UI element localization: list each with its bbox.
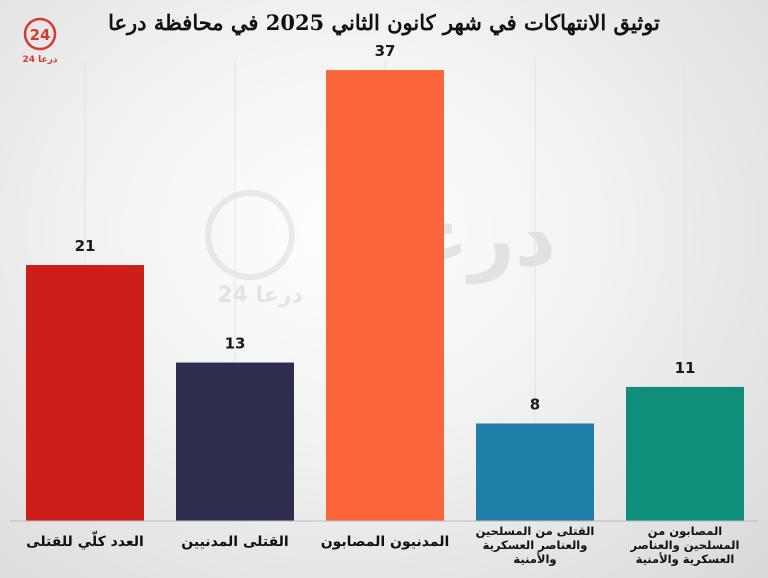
category-label-line: العسكرية والأمنية (636, 552, 735, 567)
watermark-subtext: درعا 24 (217, 283, 303, 308)
category-label-5: المصابون من المسلحين والعناصر العسكرية وال… (630, 524, 740, 567)
bar-4 (476, 423, 594, 521)
category-label-4: القتلى من المسلحين والعناصر العسكرية والأم… (476, 524, 595, 567)
category-label-line: والعناصر العسكرية (483, 538, 588, 553)
category-label-line: والأمنية (513, 552, 556, 567)
category-labels: العدد كلّي للقتلى القتلى المدنيين المدنيون… (26, 524, 739, 567)
chart-title: توثيق الانتهاكات في شهر كانون الثاني 202… (108, 10, 660, 36)
category-label-line: المصابون من (648, 524, 722, 539)
bar-5 (626, 386, 744, 521)
value-label-4: 8 (530, 395, 540, 413)
category-label-3: المدنيون المصابون (321, 534, 450, 550)
category-label-line: القتلى المدنيين (181, 534, 288, 550)
category-label-line: المدنيون المصابون (321, 534, 450, 550)
bars (26, 70, 744, 521)
logo-text: درعا 24 (23, 55, 58, 65)
category-label-1: العدد كلّي للقتلى (26, 531, 144, 550)
category-label-line: المسلحين والعناصر (630, 538, 740, 553)
bar-1 (26, 265, 144, 521)
value-label-2: 13 (225, 335, 246, 353)
bar-3 (326, 70, 444, 521)
category-label-2: القتلى المدنيين (181, 534, 288, 550)
category-label-line: القتلى من المسلحين (476, 524, 595, 538)
logo-number: 24 (30, 26, 51, 44)
value-label-3: 37 (375, 42, 396, 60)
value-label-1: 21 (75, 237, 96, 255)
logo: 24 درعا 24 (23, 17, 58, 65)
category-label-line: العدد كلّي للقتلى (26, 531, 144, 550)
bar-2 (176, 362, 294, 521)
value-labels: 21 13 37 8 11 (75, 42, 696, 413)
watermark-ring-icon (205, 190, 295, 280)
logo-ring-icon (23, 17, 57, 51)
value-label-5: 11 (675, 359, 696, 377)
